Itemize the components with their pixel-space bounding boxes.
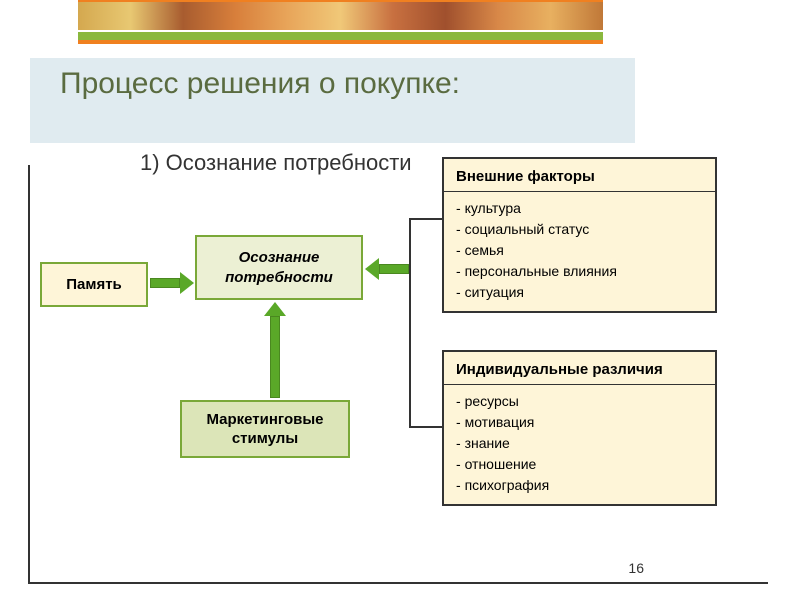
box-external-list: культура социальный статус семья персона… (456, 198, 703, 303)
box-individual-list: ресурсы мотивация знание отношение психо… (456, 391, 703, 496)
list-item: социальный статус (456, 219, 703, 240)
list-item: персональные влияния (456, 261, 703, 282)
list-item: психография (456, 475, 703, 496)
slide-subtitle: 1) Осознание потребности (140, 150, 412, 176)
box-individual-differences: Индивидуальные различия ресурсы мотиваци… (442, 350, 717, 506)
list-item: культура (456, 198, 703, 219)
list-item: знание (456, 433, 703, 454)
header-bar-orange (78, 40, 603, 44)
box-external-factors: Внешние факторы культура социальный стат… (442, 157, 717, 313)
connector-to-individual (409, 426, 442, 428)
divider (444, 384, 715, 385)
title-box: Процесс решения о покупке: (30, 58, 635, 143)
list-item: отношение (456, 454, 703, 475)
list-item: ситуация (456, 282, 703, 303)
connector-to-external (409, 218, 442, 220)
arrow-right-to-awareness (365, 260, 409, 278)
box-external-header: Внешние факторы (456, 167, 703, 187)
header-decoration (78, 0, 603, 30)
border-bottom (28, 582, 768, 584)
list-item: мотивация (456, 412, 703, 433)
list-item: ресурсы (456, 391, 703, 412)
box-awareness: Осознание потребности (195, 235, 363, 300)
box-awareness-label: Осознание потребности (207, 248, 351, 287)
border-left (28, 165, 30, 583)
header-bar-green (78, 32, 603, 40)
box-individual-header: Индивидуальные различия (456, 360, 703, 380)
arrow-marketing-to-awareness (266, 302, 284, 398)
arrow-memory-to-awareness (150, 274, 194, 292)
slide-title: Процесс решения о покупке: (60, 66, 605, 102)
page-number: 16 (628, 560, 644, 576)
divider (444, 191, 715, 192)
connector-vertical (409, 218, 411, 428)
box-memory: Память (40, 262, 148, 307)
box-marketing: Маркетинговые стимулы (180, 400, 350, 458)
box-marketing-label: Маркетинговые стимулы (192, 410, 338, 449)
box-memory-label: Память (66, 275, 122, 295)
list-item: семья (456, 240, 703, 261)
